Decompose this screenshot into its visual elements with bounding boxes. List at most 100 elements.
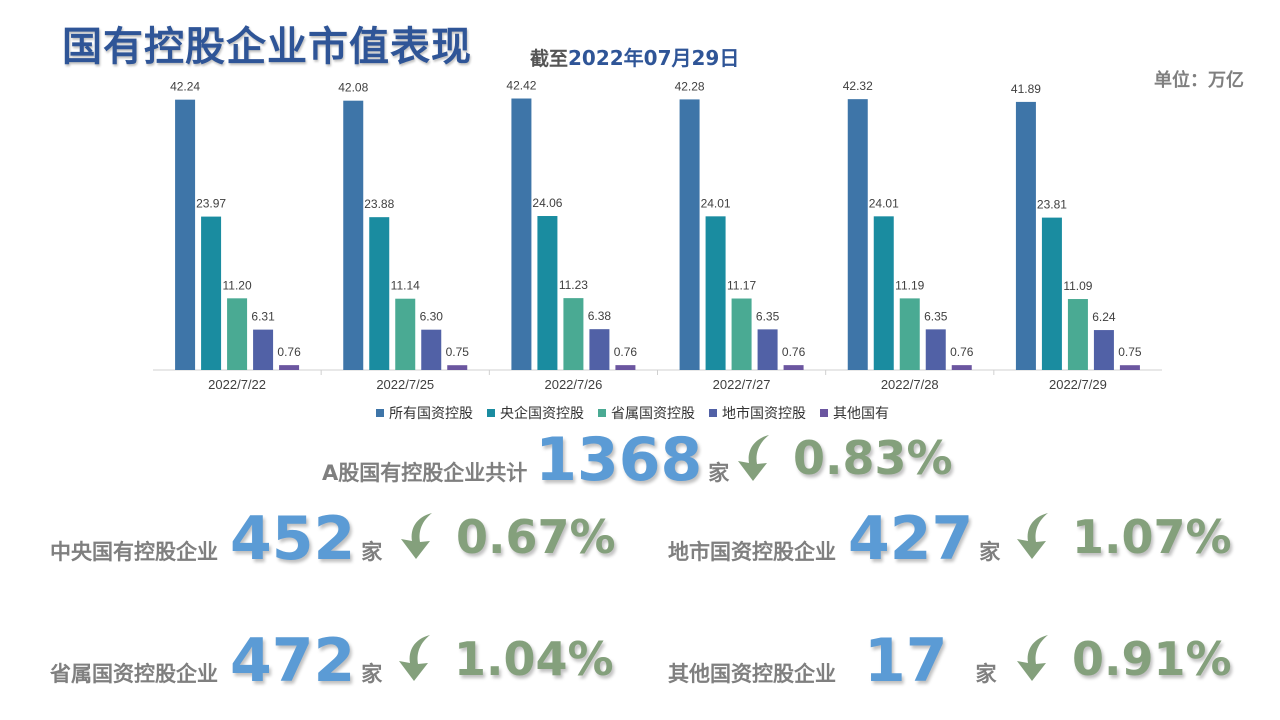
bar	[421, 330, 441, 370]
bar	[511, 99, 531, 370]
data-label: 11.14	[391, 279, 420, 293]
stat-central: 中央国有控股企业 452 家	[50, 509, 382, 569]
curved-down-arrow-icon	[394, 633, 440, 683]
data-label: 24.01	[701, 196, 731, 210]
data-label: 6.35	[924, 309, 948, 323]
curved-down-arrow-icon	[733, 433, 779, 483]
bar	[848, 99, 868, 370]
bar	[926, 329, 946, 370]
data-label: 24.01	[869, 196, 899, 210]
legend-swatch	[709, 409, 717, 417]
x-tick-label: 2022/7/25	[376, 377, 434, 392]
data-label: 23.88	[364, 197, 394, 211]
legend-label: 央企国资控股	[500, 403, 584, 423]
bar	[758, 329, 778, 370]
chart-legend: 所有国资控股 央企国资控股 省属国资控股 地市国资控股 其他国有	[376, 403, 889, 423]
x-tick-label: 2022/7/27	[713, 377, 771, 392]
stat-central-unit: 家	[361, 536, 382, 566]
bar	[1016, 102, 1036, 370]
bar	[952, 365, 972, 370]
bar	[563, 298, 583, 370]
x-tick-label: 2022/7/28	[881, 377, 939, 392]
bar	[732, 299, 752, 370]
legend-item: 所有国资控股	[376, 403, 473, 423]
data-label: 42.08	[338, 81, 368, 95]
stat-total-label: A股国有控股企业共计	[322, 457, 527, 487]
data-label: 6.31	[251, 310, 275, 324]
bar	[227, 298, 247, 370]
data-label: 0.76	[782, 345, 806, 359]
stat-total-change: 0.83%	[793, 435, 953, 481]
bar	[537, 216, 557, 370]
legend-item: 省属国资控股	[598, 403, 695, 423]
bar	[201, 217, 221, 370]
stat-province: 省属国资控股企业 472 家	[50, 631, 382, 691]
stat-other-count: 17	[864, 631, 948, 691]
data-label: 6.30	[420, 310, 444, 324]
bar	[175, 100, 195, 370]
x-tick-label: 2022/7/26	[544, 377, 602, 392]
legend-swatch	[376, 409, 384, 417]
data-label: 42.24	[170, 80, 200, 94]
data-label: 0.76	[950, 345, 974, 359]
legend-label: 其他国有	[833, 403, 889, 423]
stat-city-change: 1.07%	[1072, 514, 1232, 560]
data-label: 24.06	[532, 196, 562, 210]
data-label: 23.81	[1037, 198, 1067, 212]
data-label: 41.89	[1011, 82, 1041, 96]
data-label: 42.42	[506, 79, 536, 93]
data-label: 0.76	[277, 345, 301, 359]
bar	[369, 217, 389, 370]
data-label: 11.17	[727, 279, 756, 293]
stat-central-count: 452	[230, 509, 355, 569]
stat-total-count: 1368	[535, 430, 702, 490]
curved-down-arrow-icon	[1012, 633, 1058, 683]
stat-province-unit: 家	[361, 658, 382, 688]
bar	[874, 216, 894, 370]
stat-other-change-wrap: 0.91%	[1072, 636, 1232, 682]
stat-city-label: 地市国资控股企业	[668, 536, 836, 566]
stat-other: 其他国资控股企业 17 家	[668, 631, 997, 691]
stat-total-unit: 家	[708, 457, 729, 487]
market-value-bar-chart: 42.24 23.97 11.20 6.31 0.76 2022/7/22 42.08 23.…	[0, 0, 1280, 400]
stat-total: A股国有控股企业共计 1368 家	[322, 430, 729, 490]
legend-label: 省属国资控股	[611, 403, 695, 423]
bar	[1042, 218, 1062, 370]
curved-down-arrow-icon	[396, 511, 442, 561]
data-label: 11.20	[223, 278, 252, 292]
data-label: 23.97	[196, 197, 226, 211]
stat-province-count: 472	[230, 631, 355, 691]
bar	[680, 99, 700, 370]
stat-other-label: 其他国资控股企业	[668, 658, 836, 688]
legend-item: 其他国有	[820, 403, 889, 423]
data-label: 6.24	[1092, 310, 1116, 324]
stat-central-change-wrap: 0.67%	[456, 514, 616, 560]
data-label: 6.35	[756, 309, 780, 323]
legend-label: 地市国资控股	[722, 403, 806, 423]
bar	[1068, 299, 1088, 370]
bar	[900, 298, 920, 370]
data-label: 11.09	[1063, 279, 1092, 293]
legend-item: 地市国资控股	[709, 403, 806, 423]
data-label: 42.28	[675, 79, 705, 93]
curved-down-arrow-icon	[1012, 511, 1058, 561]
bar	[706, 216, 726, 370]
legend-label: 所有国资控股	[389, 403, 473, 423]
legend-swatch	[820, 409, 828, 417]
data-label: 6.38	[588, 309, 612, 323]
stat-central-label: 中央国有控股企业	[50, 536, 218, 566]
stat-city: 地市国资控股企业 427 家	[668, 509, 1000, 569]
data-label: 0.75	[446, 345, 470, 359]
legend-item: 央企国资控股	[487, 403, 584, 423]
x-tick-label: 2022/7/29	[1049, 377, 1107, 392]
bar	[343, 101, 363, 370]
x-tick-label: 2022/7/22	[208, 377, 266, 392]
bar	[589, 329, 609, 370]
stat-city-count: 427	[848, 509, 973, 569]
legend-swatch	[598, 409, 606, 417]
data-label: 0.76	[614, 345, 638, 359]
stat-province-label: 省属国资控股企业	[50, 658, 218, 688]
bar	[784, 365, 804, 370]
stat-city-change-wrap: 1.07%	[1072, 514, 1232, 560]
bar	[253, 330, 273, 370]
